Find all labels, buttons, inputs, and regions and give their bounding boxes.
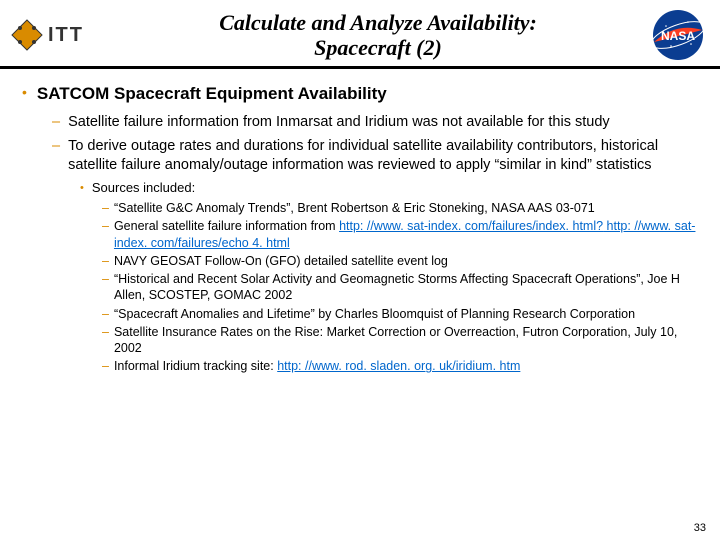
subsub-list: • Sources included: – “Satellite G&C Ano… bbox=[80, 180, 698, 375]
source-7: Informal Iridium tracking site: http: //… bbox=[114, 358, 520, 374]
dash-icon: – bbox=[52, 113, 60, 132]
itt-logo-text: ITT bbox=[48, 24, 84, 47]
sources-heading-row: • Sources included: bbox=[80, 180, 698, 198]
page-number: 33 bbox=[694, 522, 706, 534]
title-line-2: Spacecraft (2) bbox=[314, 35, 442, 60]
dash-icon: – bbox=[102, 271, 109, 304]
dash-icon: – bbox=[102, 218, 109, 251]
dash-icon: – bbox=[52, 137, 60, 175]
itt-logo-icon bbox=[10, 18, 44, 52]
dash-icon: – bbox=[102, 200, 109, 216]
source-item: – General satellite failure information … bbox=[102, 218, 698, 251]
sub-text-1: Satellite failure information from Inmar… bbox=[68, 113, 610, 132]
sub-item: – Satellite failure information from Inm… bbox=[52, 113, 698, 132]
sources-list: – “Satellite G&C Anomaly Trends”, Brent … bbox=[102, 200, 698, 375]
dash-icon: – bbox=[102, 306, 109, 322]
source-item: – NAVY GEOSAT Follow-On (GFO) detailed s… bbox=[102, 253, 698, 269]
source-4: “Historical and Recent Solar Activity an… bbox=[114, 271, 698, 304]
source-item: – “Spacecraft Anomalies and Lifetime” by… bbox=[102, 306, 698, 322]
bullet-dot-icon: • bbox=[80, 180, 84, 198]
source-3: NAVY GEOSAT Follow-On (GFO) detailed sat… bbox=[114, 253, 448, 269]
source-1: “Satellite G&C Anomaly Trends”, Brent Ro… bbox=[114, 200, 595, 216]
source-2-prefix: General satellite failure information fr… bbox=[114, 219, 339, 233]
sub-item: – To derive outage rates and durations f… bbox=[52, 137, 698, 175]
sub-text-2: To derive outage rates and durations for… bbox=[68, 137, 698, 175]
source-6: Satellite Insurance Rates on the Rise: M… bbox=[114, 324, 698, 357]
source-item: – Informal Iridium tracking site: http: … bbox=[102, 358, 698, 374]
slide-title: Calculate and Analyze Availability: Spac… bbox=[110, 10, 646, 61]
slide-content: • SATCOM Spacecraft Equipment Availabili… bbox=[0, 79, 720, 375]
slide-header: ITT Calculate and Analyze Availability: … bbox=[0, 0, 720, 66]
title-line-1: Calculate and Analyze Availability: bbox=[219, 10, 537, 35]
dash-icon: – bbox=[102, 324, 109, 357]
dash-icon: – bbox=[102, 358, 109, 374]
source-7-prefix: Informal Iridium tracking site: bbox=[114, 359, 277, 373]
sources-label: Sources included: bbox=[92, 180, 195, 198]
source-2-link-1[interactable]: http: //www. sat-index. com/failures/ind… bbox=[339, 219, 603, 233]
itt-logo: ITT bbox=[10, 10, 110, 60]
header-divider bbox=[0, 66, 720, 69]
source-item: – “Satellite G&C Anomaly Trends”, Brent … bbox=[102, 200, 698, 216]
source-7-link[interactable]: http: //www. rod. sladen. org. uk/iridiu… bbox=[277, 359, 520, 373]
bullet-dot-icon: • bbox=[22, 83, 27, 105]
source-item: – “Historical and Recent Solar Activity … bbox=[102, 271, 698, 304]
source-item: – Satellite Insurance Rates on the Rise:… bbox=[102, 324, 698, 357]
nasa-logo: NASA bbox=[646, 8, 710, 62]
dash-icon: – bbox=[102, 253, 109, 269]
main-heading: SATCOM Spacecraft Equipment Availability bbox=[37, 83, 387, 105]
sub-list: – Satellite failure information from Inm… bbox=[52, 113, 698, 375]
nasa-text: NASA bbox=[661, 29, 695, 43]
source-5: “Spacecraft Anomalies and Lifetime” by C… bbox=[114, 306, 635, 322]
main-bullet: • SATCOM Spacecraft Equipment Availabili… bbox=[22, 83, 698, 105]
source-2: General satellite failure information fr… bbox=[114, 218, 698, 251]
